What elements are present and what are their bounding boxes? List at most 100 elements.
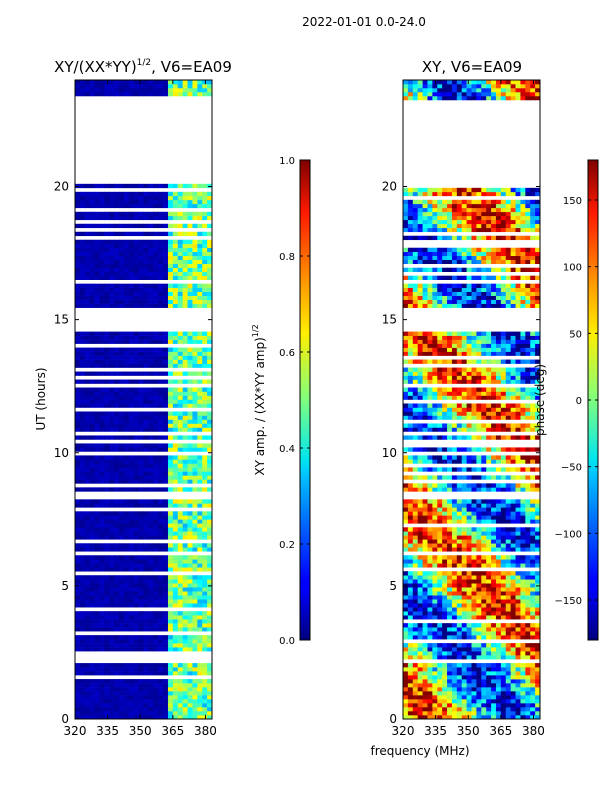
- heatmap-cell: [114, 459, 120, 464]
- heatmap-cell: [515, 587, 521, 592]
- heatmap-cell: [530, 519, 536, 524]
- heatmap-cell: [133, 523, 140, 528]
- heatmap-cell: [486, 711, 492, 716]
- heatmap-cell: [128, 303, 135, 308]
- heatmap-cell: [128, 299, 135, 304]
- heatmap-cell: [437, 663, 443, 668]
- heatmap-cell: [119, 91, 125, 97]
- heatmap-cell: [167, 643, 174, 648]
- heatmap-cell: [128, 399, 135, 404]
- heatmap-cell: [427, 531, 433, 536]
- heatmap-cell: [412, 583, 419, 588]
- heatmap-cell: [143, 519, 149, 524]
- heatmap-cell: [403, 559, 409, 564]
- heatmap-cell: [89, 399, 96, 404]
- heatmap-cell: [432, 359, 438, 364]
- heatmap-cell: [202, 267, 208, 272]
- heatmap-cell: [535, 671, 540, 676]
- heatmap-cell: [510, 511, 517, 516]
- heatmap-cell: [187, 195, 193, 201]
- heatmap-cell: [123, 347, 130, 352]
- heatmap-cell: [510, 711, 517, 716]
- heatmap-cell: [451, 579, 458, 584]
- heatmap-cell: [153, 347, 159, 352]
- heatmap-cell: [505, 527, 512, 532]
- heatmap-cell: [94, 87, 100, 93]
- heatmap-cell: [481, 407, 487, 412]
- heatmap-cell: [94, 199, 100, 205]
- heatmap-cell: [119, 471, 125, 476]
- heatmap-cell: [123, 443, 130, 448]
- heatmap-cell: [158, 287, 164, 292]
- heatmap-cell: [153, 703, 159, 708]
- heatmap-cell: [412, 351, 419, 356]
- heatmap-cell: [417, 667, 424, 672]
- heatmap-cell: [133, 575, 140, 580]
- heatmap-cell: [187, 403, 193, 408]
- heatmap-cell: [133, 535, 140, 540]
- heatmap-cell: [187, 487, 193, 492]
- heatmap-cell: [94, 711, 100, 716]
- heatmap-cell: [417, 691, 424, 696]
- x-tick-label: 350: [129, 724, 152, 738]
- heatmap-cell: [94, 391, 100, 396]
- heatmap-cell: [114, 80, 120, 85]
- heatmap-cell: [207, 399, 212, 404]
- heatmap-cell: [456, 611, 463, 616]
- heatmap-cell: [75, 683, 81, 688]
- heatmap-cell: [417, 651, 424, 656]
- heatmap-cell: [481, 647, 487, 652]
- heatmap-cell: [153, 663, 159, 668]
- heatmap-cell: [133, 543, 140, 548]
- heatmap-cell: [89, 447, 96, 452]
- heatmap-cell: [535, 371, 540, 376]
- heatmap-cell: [143, 363, 149, 368]
- heatmap-cell: [84, 395, 91, 400]
- heatmap-cell: [187, 435, 193, 440]
- heatmap-cell: [94, 615, 100, 620]
- heatmap-cell: [495, 407, 502, 412]
- heatmap-cell: [177, 643, 184, 648]
- heatmap-cell: [182, 643, 189, 648]
- heatmap-cell: [192, 351, 198, 356]
- heatmap-cell: [427, 715, 433, 719]
- heatmap-cell: [182, 499, 189, 504]
- heatmap-cell: [481, 555, 487, 560]
- heatmap-cell: [530, 543, 536, 548]
- heatmap-cell: [207, 395, 212, 400]
- heatmap-cell: [471, 411, 477, 416]
- heatmap-cell: [471, 599, 477, 604]
- heatmap-cell: [451, 683, 458, 688]
- heatmap-cell: [202, 575, 208, 580]
- heatmap-cell: [114, 623, 120, 628]
- heatmap-cell: [491, 459, 497, 464]
- heatmap-cell: [84, 627, 91, 632]
- heatmap-cell: [177, 587, 184, 592]
- heatmap-cell: [148, 583, 154, 588]
- heatmap-cell: [442, 547, 448, 552]
- heatmap-cell: [94, 331, 100, 336]
- heatmap-cell: [407, 403, 414, 408]
- heatmap-cell: [437, 563, 443, 568]
- heatmap-cell: [123, 575, 130, 580]
- heatmap-cell: [114, 559, 120, 564]
- heatmap-cell: [104, 263, 110, 269]
- heatmap-cell: [109, 271, 115, 276]
- heatmap-cell: [75, 299, 81, 304]
- heatmap-cell: [99, 435, 105, 440]
- heatmap-cell: [192, 711, 198, 716]
- heatmap-cell: [442, 663, 448, 668]
- heatmap-cell: [422, 543, 428, 548]
- heatmap-cell: [202, 579, 208, 584]
- heatmap-cell: [207, 459, 212, 464]
- heatmap-cell: [197, 667, 203, 672]
- heatmap-cell: [109, 643, 115, 648]
- heatmap-cell: [432, 635, 438, 640]
- heatmap-cell: [520, 507, 526, 512]
- heatmap-cell: [75, 619, 81, 624]
- heatmap-cell: [471, 591, 477, 596]
- heatmap-cell: [123, 619, 130, 624]
- heatmap-cell: [500, 591, 507, 596]
- heatmap-cell: [153, 463, 159, 468]
- heatmap-cell: [79, 355, 86, 360]
